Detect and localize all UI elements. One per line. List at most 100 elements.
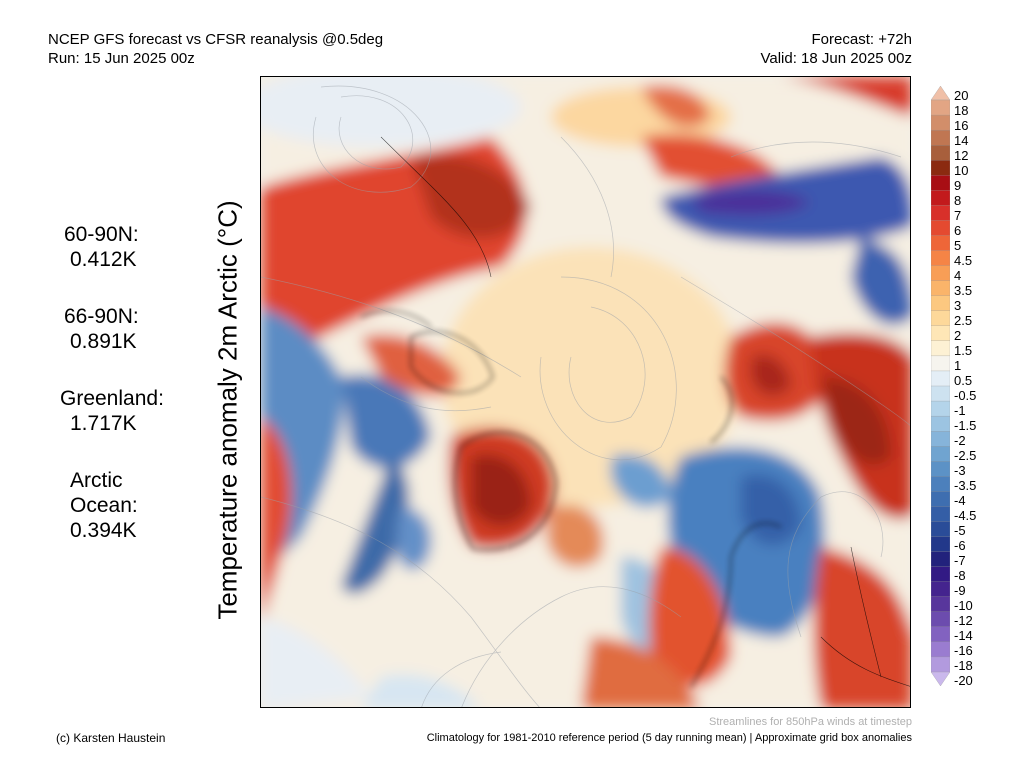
- run-label: Run: 15 Jun 2025 00z: [48, 50, 195, 67]
- colorbar-swatch: [931, 190, 950, 206]
- colorbar-tick-label: 4: [954, 268, 962, 283]
- colorbar-tick-label: 16: [954, 118, 969, 133]
- colorbar-swatch: [931, 86, 950, 101]
- colorbar-swatch: [931, 99, 950, 116]
- colorbar-tick-label: -1: [954, 403, 966, 418]
- colorbar-swatch: [931, 160, 950, 176]
- colorbar-tick-label: 2: [954, 328, 962, 343]
- colorbar-tick-label: 1.5: [954, 343, 973, 358]
- colorbar-swatch: [931, 536, 950, 553]
- colorbar-swatch: [931, 551, 950, 568]
- valid-label: Valid: 18 Jun 2025 00z: [760, 50, 912, 67]
- colorbar-swatch: [931, 310, 950, 327]
- colorbar-swatch: [931, 626, 950, 643]
- colorbar-tick-label: -6: [954, 538, 966, 553]
- colorbar-tick-label: 1: [954, 358, 962, 373]
- colorbar-tick-label: -4: [954, 493, 966, 508]
- colorbar-tick-label: -18: [954, 658, 973, 673]
- colorbar-tick-label: 20: [954, 88, 969, 103]
- stat-value: 0.394K: [70, 519, 137, 542]
- colorbar-tick-label: 14: [954, 133, 969, 148]
- colorbar-swatch: [931, 280, 950, 297]
- stat-value: 1.717K: [70, 412, 137, 435]
- colorbar-tick-label: 5: [954, 238, 962, 253]
- colorbar-tick-label: 12: [954, 148, 969, 163]
- stat-arctic-ocean: Arctic Ocean: 0.394K: [70, 468, 160, 543]
- colorbar-swatch: [931, 491, 950, 507]
- colorbar-swatch: [931, 370, 950, 387]
- colorbar-tick-label: -3.5: [954, 478, 977, 493]
- colorbar-swatch: [931, 581, 950, 598]
- colorbar-swatch: [931, 235, 950, 252]
- map-title: NCEP GFS forecast vs CFSR reanalysis @0.…: [48, 31, 384, 48]
- colorbar-swatch: [931, 641, 950, 658]
- colorbar-swatch: [931, 325, 950, 342]
- colorbar-tick-label: 10: [954, 163, 969, 178]
- colorbar-tick-label: -3: [954, 463, 966, 478]
- colorbar-swatch: [931, 566, 950, 583]
- coastlines: [360, 310, 782, 688]
- map-canvas: [261, 77, 910, 707]
- streamlines: [261, 85, 910, 707]
- stat-66-90n: 66-90N: 0.891K: [64, 304, 139, 354]
- anomaly-map: [260, 76, 911, 708]
- colorbar-swatch: [931, 145, 950, 161]
- colorbar-tick-label: 2.5: [954, 313, 973, 328]
- colorbar-tick-label: -2.5: [954, 448, 977, 463]
- colorbar-tick-label: -16: [954, 643, 973, 658]
- forecast-label: Forecast: +72h: [811, 31, 912, 48]
- colorbar-tick-label: 9: [954, 178, 962, 193]
- colorbar-swatch: [931, 446, 950, 462]
- colorbar-tick-label: 0.5: [954, 373, 973, 388]
- colorbar-swatch: [931, 129, 950, 146]
- stat-region: Arctic Ocean:: [70, 469, 138, 517]
- climatology-note: Climatology for 1981-2010 reference peri…: [426, 732, 912, 744]
- colorbar-tick-label: -20: [954, 673, 973, 688]
- colorbar-swatch: [931, 355, 950, 372]
- colorbar-swatch: [931, 671, 950, 686]
- anomaly-field: [261, 77, 910, 707]
- borders: [380, 136, 910, 687]
- colorbar-tick-label: 6: [954, 223, 962, 238]
- colorbar-tick-label: -7: [954, 553, 966, 568]
- stat-value: 0.412K: [70, 248, 137, 271]
- stat-region: 60-90N:: [64, 223, 139, 246]
- colorbar-swatch: [931, 250, 950, 267]
- stat-greenland: Greenland: 1.717K: [60, 386, 164, 436]
- colorbar-swatch: [931, 476, 950, 492]
- colorbar-tick-label: -0.5: [954, 388, 977, 403]
- colorbar-tick-label: -8: [954, 568, 966, 583]
- colorbar-swatch: [931, 521, 950, 538]
- colorbar-tick-label: 4.5: [954, 253, 973, 268]
- colorbar-swatch: [931, 596, 950, 613]
- stat-region: Greenland:: [60, 387, 164, 410]
- colorbar-swatch: [931, 220, 950, 237]
- colorbar-tick-label: -12: [954, 613, 973, 628]
- colorbar-swatch: [931, 205, 950, 221]
- colorbar-tick-label: 3: [954, 298, 962, 313]
- colorbar-tick-label: -14: [954, 628, 973, 643]
- colorbar-tick-label: -10: [954, 598, 973, 613]
- copyright: (c) Karsten Haustein: [56, 731, 166, 745]
- colorbar-swatch: [931, 295, 950, 312]
- colorbar-tick-label: -4.5: [954, 508, 977, 523]
- colorbar-tick-label: 8: [954, 193, 962, 208]
- colorbar-swatch: [931, 340, 950, 357]
- header-right: Forecast: +72h Valid: 18 Jun 2025 00z: [760, 30, 912, 68]
- colorbar-swatch: [931, 175, 950, 191]
- colorbar-swatch: [931, 506, 950, 523]
- colorbar-tick-label: 3.5: [954, 283, 973, 298]
- colorbar-tick-label: 7: [954, 208, 962, 223]
- streamlines-note: Streamlines for 850hPa winds at timestep: [709, 716, 912, 728]
- colorbar-swatch: [931, 656, 950, 673]
- colorbar-swatch: [931, 415, 950, 432]
- colorbar-swatch: [931, 431, 950, 447]
- colorbar-swatch: [931, 611, 950, 628]
- colorbar: [931, 86, 950, 686]
- stat-60-90n: 60-90N: 0.412K: [64, 222, 139, 272]
- stat-region: 66-90N:: [64, 305, 139, 328]
- y-axis-label: Temperature anomaly 2m Arctic (°C): [212, 200, 243, 620]
- colorbar-swatch: [931, 400, 950, 417]
- colorbar-tick-label: -2: [954, 433, 966, 448]
- stat-value: 0.891K: [70, 330, 137, 353]
